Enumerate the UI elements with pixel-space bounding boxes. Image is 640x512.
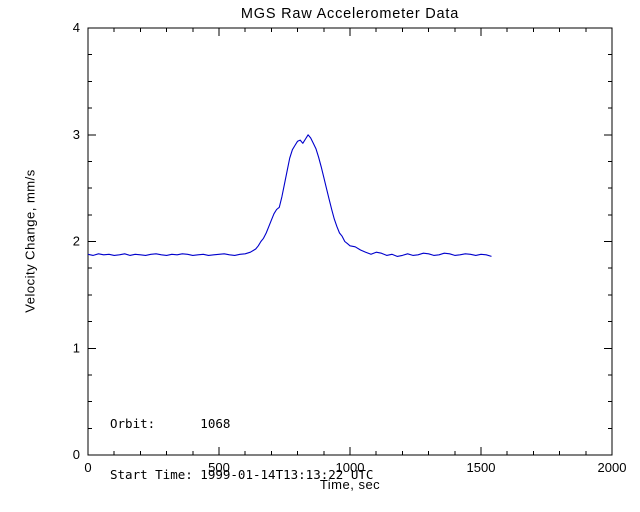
- chart-title: MGS Raw Accelerometer Data: [240, 6, 460, 22]
- annotation-orbit: Orbit: 1068: [110, 416, 231, 431]
- y-tick-label: 0: [73, 447, 80, 462]
- x-tick-label: 2000: [598, 460, 627, 475]
- x-tick-label: 1000: [336, 460, 365, 475]
- x-tick-label: 1500: [467, 460, 496, 475]
- y-tick-label: 2: [73, 234, 80, 249]
- y-tick-label: 3: [73, 127, 80, 142]
- annotation-block: Orbit: 1068 Start Time: 1999-01-14T13:13…: [110, 381, 373, 512]
- x-tick-label: 500: [208, 460, 230, 475]
- y-tick-label: 1: [73, 340, 80, 355]
- data-line-velocity-change: [87, 134, 492, 257]
- x-tick-label: 0: [84, 460, 91, 475]
- y-axis-label: Velocity Change, mm/s: [22, 169, 38, 313]
- x-axis-label: Time, sec: [319, 477, 381, 492]
- y-tick-label: 4: [73, 20, 80, 35]
- annotation-start-time: Start Time: 1999-01-14T13:13:22 UTC: [110, 467, 374, 482]
